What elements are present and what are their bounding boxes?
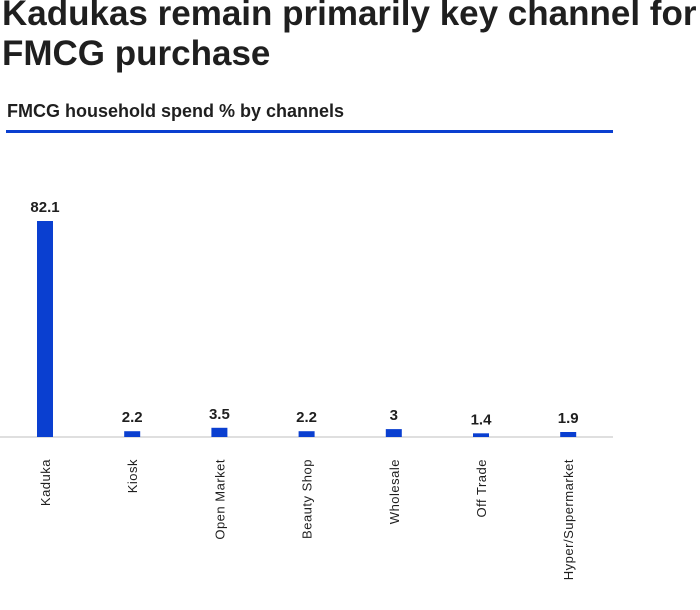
tick-label-open-market: Open Market: [212, 459, 227, 540]
category-tick-labels: Kaduka Kiosk Open Market Beauty Shop Wholesa…: [38, 459, 576, 580]
tick-label-kaduka: Kaduka: [38, 459, 53, 506]
tick-label-wholesale: Wholesale: [387, 459, 402, 524]
bar-series: [37, 221, 577, 437]
page-title-line-1: Kadukas remain primarily key channel for: [2, 0, 697, 33]
bar-wholesale: [385, 429, 402, 437]
data-label-wholesale: 3: [390, 407, 398, 424]
bar-hyper-supermarket: [560, 432, 577, 437]
data-labels: 82.1 2.2 3.5 2.2 3 1.4 1.9: [30, 199, 578, 428]
tick-label-hyper-supermarket: Hyper/Supermarket: [561, 459, 576, 580]
chart-title: FMCG household spend % by channels: [7, 101, 345, 121]
page-title-line-2: FMCG purchase: [2, 34, 271, 73]
data-label-hyper-supermarket: 1.9: [558, 410, 579, 427]
bar-kaduka: [37, 221, 53, 437]
bar-off-trade: [473, 433, 489, 437]
title-divider: [6, 130, 613, 133]
data-label-beauty-shop: 2.2: [296, 409, 317, 426]
bar-beauty-shop: [298, 431, 315, 437]
tick-label-kiosk: Kiosk: [125, 459, 140, 493]
tick-label-off-trade: Off Trade: [474, 459, 489, 517]
bar-open-market: [211, 427, 228, 437]
page-title: Kadukas remain primarily key channel for…: [2, 0, 700, 74]
data-label-kiosk: 2.2: [122, 409, 143, 426]
data-label-kaduka: 82.1: [30, 199, 59, 216]
bar-kiosk: [124, 431, 141, 437]
data-label-open-market: 3.5: [209, 406, 230, 423]
tick-label-beauty-shop: Beauty Shop: [300, 459, 315, 539]
data-label-off-trade: 1.4: [471, 411, 493, 428]
